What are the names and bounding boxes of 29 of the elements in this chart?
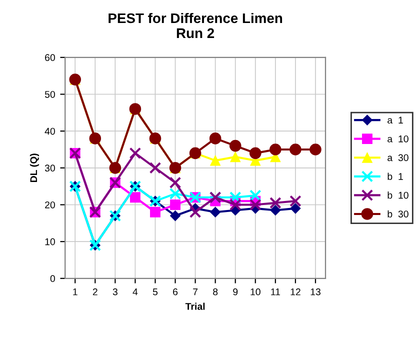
- legend-label: b 1: [388, 172, 403, 180]
- legend-label: b 10: [388, 192, 408, 199]
- x-tick-label: 8: [213, 288, 218, 296]
- x-tick-label: 1: [73, 288, 78, 296]
- x-tick-label: 3: [112, 288, 118, 296]
- x-tick-label: 7: [193, 288, 198, 296]
- y-tick-label: 40: [44, 128, 55, 135]
- y-axis-title: DL (Q): [30, 154, 40, 182]
- y-tick-label: 0: [50, 275, 55, 282]
- x-tick-label: 4: [132, 288, 138, 296]
- y-tick-label: 50: [44, 90, 55, 98]
- legend-label: a 1: [388, 116, 403, 124]
- y-tick-label: 30: [44, 164, 55, 172]
- x-tick-label: 12: [290, 288, 300, 296]
- x-tick-label: 11: [271, 288, 280, 296]
- x-tick-label: 6: [173, 288, 178, 296]
- x-tick-label: 9: [233, 288, 238, 296]
- chart-title: PEST for Difference Limen Run 2: [108, 12, 282, 38]
- y-tick-label: 20: [45, 201, 55, 208]
- y-tick-label: 10: [45, 238, 55, 246]
- x-tick-label: 2: [92, 288, 98, 296]
- x-tick-label: 13: [310, 288, 320, 296]
- y-tick-label: 60: [45, 54, 55, 62]
- legend-label: a 30: [388, 154, 408, 162]
- x-axis-title: Trial: [185, 302, 205, 310]
- legend-label: a 10: [388, 135, 408, 142]
- legend-label: b 30: [388, 210, 408, 218]
- x-tick-label: 5: [152, 288, 158, 296]
- x-tick-label: 10: [250, 288, 260, 296]
